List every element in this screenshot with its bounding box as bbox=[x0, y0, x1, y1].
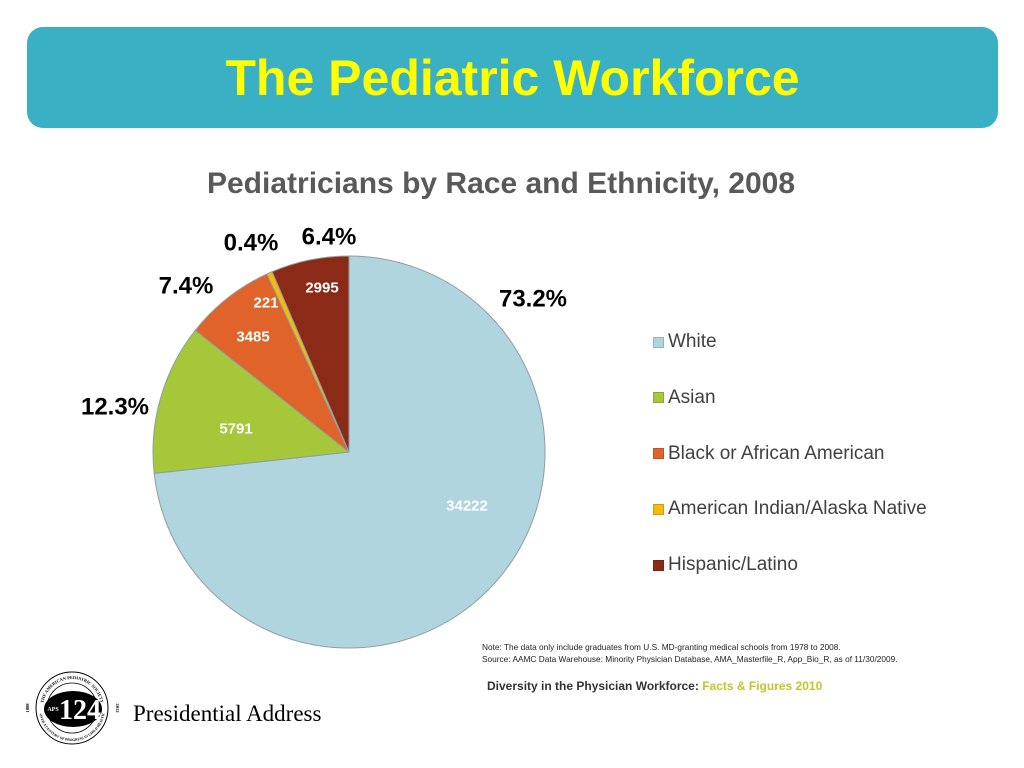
legend-item-hispanic-latino: Hispanic/Latino bbox=[653, 553, 927, 577]
footer-label: Presidential Address bbox=[133, 701, 322, 726]
legend-item-asian: Asian bbox=[653, 386, 927, 410]
pie-slice-white bbox=[153, 255, 546, 649]
value-label-hispanic-latino: 2995 bbox=[305, 280, 338, 297]
legend-item-black-or-african-american: Black or African American bbox=[653, 442, 927, 466]
legend-label-american-indian-alaska-native: American Indian/Alaska Native bbox=[668, 498, 927, 520]
data-source: Source: AAMC Data Warehouse: Minority Ph… bbox=[482, 654, 898, 664]
seal-center-oval bbox=[44, 691, 102, 727]
percent-label-asian: 12.3% bbox=[81, 394, 149, 421]
percent-labels: 73.2% 12.3% 7.4% 0.4% 6.4% bbox=[81, 224, 567, 421]
citation-highlight: Facts & Figures 2010 bbox=[702, 679, 823, 693]
legend-swatch-asian bbox=[653, 392, 664, 404]
publication-citation: Diversity in the Physician Workforce: Fa… bbox=[487, 678, 822, 694]
chart-notes: Note: The data only include graduates fr… bbox=[482, 641, 898, 665]
title-bar: The Pediatric Workforce bbox=[27, 27, 998, 128]
percent-label-black-or-african-american: 7.4% bbox=[159, 273, 214, 300]
seal-year-start: 1888 bbox=[25, 703, 30, 713]
value-labels: 34222 5791 3485 221 2995 bbox=[219, 280, 488, 515]
legend-swatch-black-or-african-american bbox=[653, 448, 664, 459]
aps-seal-logo: THE AMERICAN PEDIATRIC SOCIETY OVER A CE… bbox=[25, 671, 120, 745]
percent-label-hispanic-latino: 6.4% bbox=[302, 224, 357, 251]
percent-label-american-indian-alaska-native: 0.4% bbox=[224, 230, 279, 257]
seal-year-end: 2012 bbox=[115, 703, 120, 713]
chart-legend: White Asian Black or African American Am… bbox=[653, 330, 927, 577]
percent-label-white: 73.2% bbox=[499, 286, 567, 313]
value-label-asian: 5791 bbox=[219, 421, 252, 438]
seal-initials: APS bbox=[47, 707, 59, 713]
legend-label-asian: Asian bbox=[668, 386, 716, 408]
pie-slice-hispanic-latino bbox=[271, 255, 350, 453]
pie-slices bbox=[152, 255, 546, 649]
pie-slice-asian bbox=[152, 329, 350, 474]
legend-label-hispanic-latino: Hispanic/Latino bbox=[668, 554, 798, 575]
slide-title: The Pediatric Workforce bbox=[225, 49, 800, 106]
legend-swatch-white bbox=[653, 336, 664, 348]
legend-item-white: White bbox=[653, 330, 927, 354]
value-label-white: 34222 bbox=[446, 498, 488, 515]
data-note: Note: The data only include graduates fr… bbox=[482, 642, 841, 652]
citation-prefix: Diversity in the Physician Workforce: bbox=[487, 679, 699, 693]
seal-number: 124 bbox=[59, 695, 101, 726]
pie-chart: 34222 5791 3485 221 2995 73.2% 12.3% 7.4% 0.4% 6… bbox=[81, 224, 567, 649]
value-label-black-or-african-american: 3485 bbox=[236, 329, 269, 346]
legend-swatch-american-indian-alaska-native bbox=[653, 503, 664, 515]
legend-item-american-indian-alaska-native: American Indian/Alaska Native bbox=[653, 497, 927, 521]
chart-title: Pediatricians by Race and Ethnicity, 200… bbox=[206, 167, 796, 200]
value-label-american-indian-alaska-native: 221 bbox=[253, 295, 278, 312]
legend-label-black-or-african-american: Black or African American bbox=[668, 442, 885, 464]
legend-swatch-hispanic-latino bbox=[653, 559, 664, 571]
legend-label-white: White bbox=[668, 331, 717, 352]
